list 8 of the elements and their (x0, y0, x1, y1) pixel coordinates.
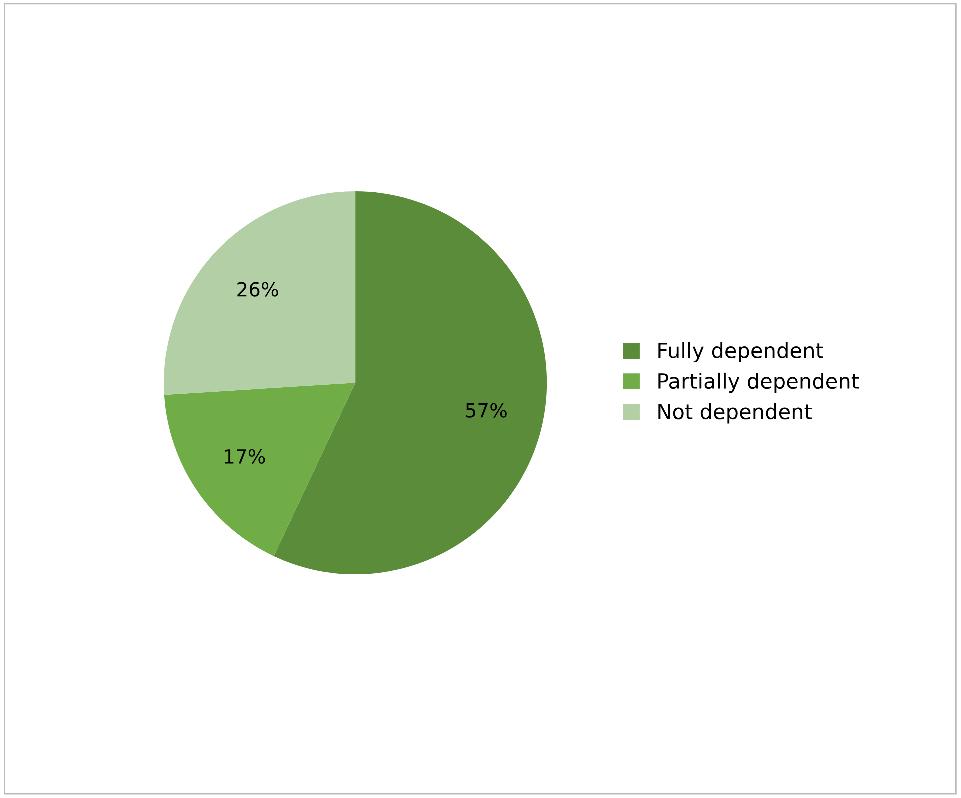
legend-label: Partially dependent (658, 372, 860, 394)
pie-slice (164, 192, 356, 396)
legend-label: Not dependent (658, 404, 812, 424)
data-label: 26% (238, 282, 278, 297)
data-label: 57% (466, 403, 507, 418)
data-label: 17% (225, 449, 266, 464)
pie-slice (164, 383, 356, 556)
legend-label: Fully dependent (658, 342, 824, 363)
